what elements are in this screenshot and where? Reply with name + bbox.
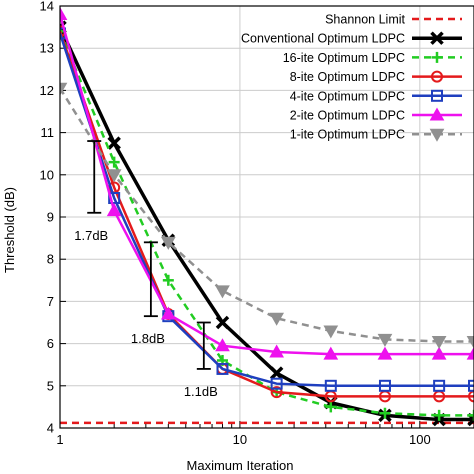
series-1 (60, 20, 474, 427)
data-point (269, 312, 285, 326)
data-point (108, 156, 120, 168)
x-tick-label: 100 (409, 432, 431, 447)
data-point (431, 89, 443, 102)
data-point (60, 6, 68, 20)
y-tick-label: 5 (47, 378, 54, 393)
legend-label: 1-ite Optimum LDPC (290, 128, 405, 142)
data-point (269, 366, 284, 380)
data-point (215, 285, 230, 299)
data-point (324, 379, 337, 392)
y-tick-label: 9 (47, 210, 54, 225)
data-point (107, 136, 121, 150)
x-tick-label: 1 (56, 432, 63, 447)
y-tick-label: 6 (47, 336, 54, 351)
series-line (60, 33, 474, 388)
data-point (215, 338, 230, 352)
series-5 (60, 6, 474, 360)
data-point (216, 362, 229, 375)
x-axis-label: Maximum Iteration (187, 458, 294, 473)
x-tick-label: 10 (233, 432, 247, 447)
data-point (429, 107, 445, 121)
y-tick-label: 13 (40, 41, 54, 56)
data-point (269, 344, 285, 358)
data-point (431, 51, 443, 63)
annotations: 1.7dB 1.8dB 1.1dB (74, 140, 218, 399)
data-point (323, 346, 339, 360)
legend-item: 16-ite Optimum LDPC (283, 51, 462, 65)
legend-label: 16-ite Optimum LDPC (283, 51, 405, 65)
data-point (160, 306, 176, 320)
legend-label: 2-ite Optimum LDPC (290, 109, 405, 123)
legend-label: 4-ite Optimum LDPC (290, 89, 405, 103)
data-point (160, 236, 176, 250)
data-point (433, 409, 445, 421)
legend-label: Shannon Limit (325, 13, 405, 27)
data-point (430, 31, 444, 45)
data-point (377, 333, 393, 347)
y-tick-label: 7 (47, 294, 54, 309)
y-tick-label: 10 (40, 167, 54, 182)
legend: Shannon Limit Conventional Optimum LDPC 16… (241, 13, 462, 142)
series-lines (60, 6, 474, 427)
data-point (162, 274, 174, 286)
data-point (468, 409, 474, 421)
annotation-label: 1.7dB (74, 228, 108, 243)
series-line (60, 30, 474, 398)
annotation-1: 1.8dB (131, 241, 165, 346)
data-point (433, 379, 446, 392)
data-point (468, 379, 474, 392)
data-point (431, 335, 447, 350)
data-point (431, 70, 443, 83)
data-point (270, 377, 283, 390)
data-point (60, 82, 68, 96)
y-axis-label: Threshold (dB) (2, 187, 17, 273)
legend-item: 8-ite Optimum LDPC (290, 70, 462, 84)
legend-item: 4-ite Optimum LDPC (290, 89, 462, 103)
legend-label: Conventional Optimum LDPC (241, 32, 405, 46)
series-line (60, 87, 474, 343)
annotation-0: 1.7dB (74, 140, 108, 243)
data-point (325, 401, 337, 413)
data-point (106, 203, 122, 217)
series-6 (60, 82, 474, 350)
y-tick-label: 14 (40, 0, 54, 14)
data-point (108, 192, 121, 205)
y-tick-label: 8 (47, 252, 54, 267)
data-point (270, 386, 283, 399)
series-4 (60, 27, 474, 392)
data-point (429, 128, 445, 142)
series-line (60, 30, 474, 417)
data-point (323, 325, 339, 339)
data-point (466, 346, 474, 360)
data-point (466, 335, 474, 350)
data-point (378, 379, 391, 392)
legend-item: Shannon Limit (325, 13, 462, 27)
data-point (377, 346, 393, 360)
data-point (379, 407, 391, 419)
data-point (468, 390, 474, 403)
legend-item: 2-ite Optimum LDPC (290, 107, 462, 123)
y-tick-label: 4 (47, 421, 54, 436)
legend-label: 8-ite Optimum LDPC (290, 70, 405, 84)
data-point (106, 169, 122, 183)
y-tick-label: 12 (40, 83, 54, 98)
y-tick-label: 11 (41, 125, 55, 140)
annotation-label: 1.1dB (184, 384, 218, 399)
legend-item: 1-ite Optimum LDPC (290, 128, 462, 142)
axis-ticks: 4 5 6 7 8 9 10 11 12 13 14 1 10 100 (40, 0, 474, 447)
annotation-2: 1.1dB (184, 321, 218, 399)
data-point (215, 315, 230, 330)
legend-item: Conventional Optimum LDPC (241, 31, 462, 46)
annotation-label: 1.8dB (131, 331, 165, 346)
data-point (431, 346, 447, 360)
plot-frame (59, 5, 474, 429)
